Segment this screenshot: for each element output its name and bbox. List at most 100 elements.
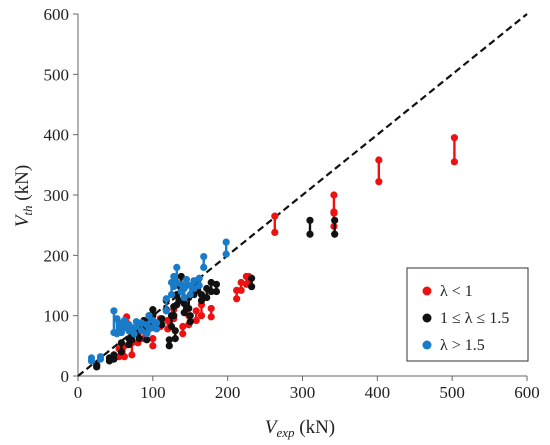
data-point-high — [125, 321, 133, 329]
data-point-low — [170, 312, 178, 320]
data-point-low — [375, 178, 383, 186]
legend-label-lambda-lt-1: λ < 1 — [440, 283, 473, 300]
series-1 — [93, 216, 339, 371]
x-tick-label: 400 — [365, 383, 391, 402]
data-point-high — [93, 361, 101, 369]
x-tick-label: 600 — [514, 383, 540, 402]
data-point-low — [212, 287, 221, 296]
y-tick-label: 200 — [44, 246, 70, 265]
data-point-low — [128, 336, 136, 344]
data-point-high — [200, 252, 208, 261]
data-point-high — [117, 339, 126, 347]
y-axis-label: Vth (kN) — [12, 165, 35, 227]
data-point-high — [165, 336, 173, 344]
y-tick-label: 500 — [44, 65, 70, 84]
legend-label-lambda-mid: 1 ≤ λ ≤ 1.5 — [440, 310, 509, 327]
data-point-low — [165, 342, 173, 350]
reference-line-group — [77, 13, 528, 377]
data-point-low — [200, 263, 208, 271]
data-marks — [87, 134, 459, 371]
data-point-high — [207, 304, 215, 313]
data-point-high — [149, 306, 157, 314]
x-tick-label: 100 — [140, 383, 166, 402]
data-point-low — [117, 348, 126, 356]
y-tick-label: 0 — [61, 367, 70, 386]
legend-label-lambda-gt-1-5: λ > 1.5 — [440, 337, 485, 354]
x-tick-label: 0 — [74, 383, 83, 402]
data-point-high — [110, 307, 118, 315]
data-point-high — [186, 312, 194, 320]
data-point-low — [152, 325, 161, 333]
data-point-low — [197, 312, 206, 320]
data-point-high — [212, 280, 221, 288]
data-point-low — [175, 296, 183, 305]
reference-line — [77, 13, 528, 377]
data-point-high — [222, 238, 230, 246]
legend-marker-lambda-lt-1 — [422, 286, 432, 296]
data-point-high — [158, 315, 166, 323]
data-point-high — [149, 334, 157, 343]
data-point-low — [143, 336, 151, 344]
data-point-high — [180, 300, 188, 308]
data-point-low — [179, 330, 187, 338]
data-point-high — [87, 354, 96, 362]
data-point-low — [195, 281, 203, 290]
data-point-high — [110, 351, 118, 359]
data-point-low — [180, 309, 188, 317]
data-point-low — [248, 283, 256, 291]
data-point-low — [271, 228, 279, 237]
data-point-low — [128, 351, 136, 359]
data-point-low — [138, 327, 146, 335]
y-tick-label: 400 — [44, 126, 70, 145]
data-point-low — [237, 286, 245, 294]
axes: 0 100 200 300 400 500 600 0 100 200 300 400 500 600 — [44, 5, 540, 402]
data-point-low — [203, 293, 211, 302]
x-tick-label: 200 — [215, 383, 241, 402]
data-point-high — [177, 272, 185, 281]
x-tick-label: 300 — [290, 383, 316, 402]
data-point-low — [330, 208, 338, 216]
data-point-high — [171, 327, 179, 335]
data-point-high — [162, 295, 170, 303]
data-point-high — [195, 274, 203, 282]
data-point-low — [450, 158, 459, 166]
data-point-low — [192, 316, 200, 325]
data-point-low — [180, 293, 188, 302]
data-point-low — [125, 327, 133, 335]
x-tick-label: 500 — [439, 383, 465, 402]
data-point-low — [135, 334, 143, 343]
data-point-low — [331, 230, 339, 238]
data-point-low — [171, 334, 179, 343]
data-point-high — [173, 263, 181, 271]
data-point-low — [186, 290, 194, 299]
data-point-high — [248, 274, 256, 282]
data-point-low — [162, 307, 170, 315]
data-point-high — [306, 216, 314, 224]
data-point-high — [271, 212, 279, 220]
data-point-low — [207, 313, 215, 321]
data-point-low — [306, 230, 314, 238]
legend: λ < 1 1 ≤ λ ≤ 1.5 λ > 1.5 — [406, 267, 529, 362]
legend-marker-lambda-gt-1-5 — [422, 340, 432, 350]
data-point-high — [182, 275, 191, 284]
data-point-high — [192, 307, 200, 315]
data-point-low — [185, 304, 193, 313]
data-point-high — [120, 316, 128, 325]
data-point-low — [149, 342, 157, 350]
data-point-high — [450, 134, 459, 142]
data-point-low — [233, 295, 241, 303]
data-point-low — [207, 287, 215, 296]
y-tick-label: 300 — [44, 186, 70, 205]
data-point-high — [96, 353, 105, 361]
data-point-high — [330, 191, 338, 199]
y-tick-label: 100 — [44, 307, 70, 326]
series-2 — [87, 238, 230, 365]
data-point-low — [222, 250, 230, 258]
data-point-low — [190, 284, 198, 293]
data-point-low — [130, 330, 138, 338]
legend-marker-lambda-mid — [422, 313, 432, 323]
data-point-high — [331, 216, 339, 224]
y-tick-label: 600 — [44, 5, 70, 24]
data-point-high — [197, 290, 206, 299]
